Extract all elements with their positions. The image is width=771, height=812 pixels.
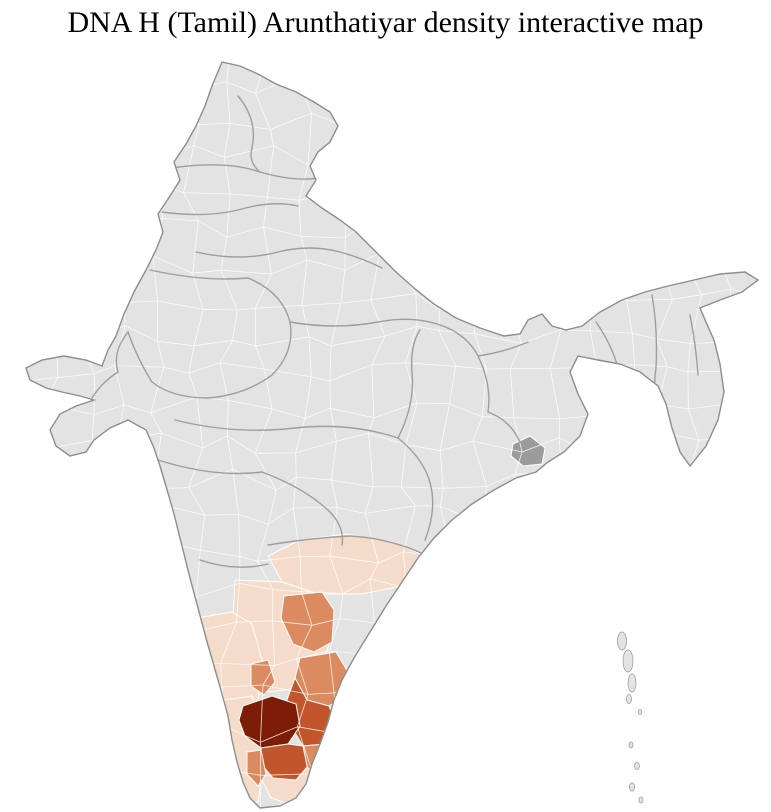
- choropleth-district-gray[interactable]: [510, 435, 546, 467]
- island: [622, 649, 634, 673]
- island: [628, 741, 634, 749]
- island: [638, 796, 644, 804]
- island: [629, 782, 636, 792]
- island: [634, 762, 640, 771]
- andaman-nicobar-islands[interactable]: [617, 631, 644, 804]
- island: [627, 673, 637, 693]
- state-boundaries: [91, 95, 699, 568]
- map-layers: [26, 62, 758, 808]
- island: [637, 709, 643, 715]
- island: [617, 631, 627, 651]
- page-title: DNA H (Tamil) Arunthatiyar density inter…: [67, 6, 704, 39]
- india-landmass[interactable]: [26, 62, 758, 808]
- choropleth-district-medium[interactable]: [246, 749, 267, 787]
- island: [626, 694, 632, 704]
